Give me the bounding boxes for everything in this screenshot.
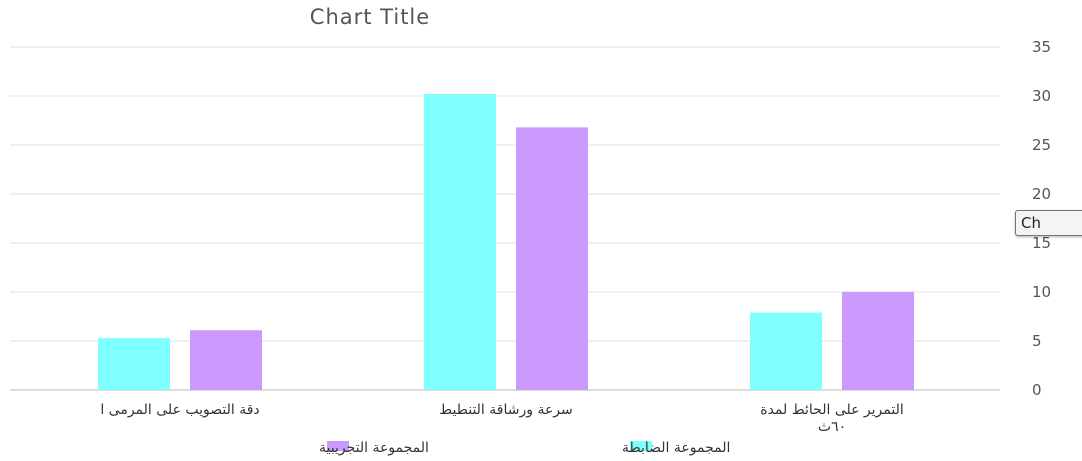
y-axis-ticks: 0 5 10 15 20 25 30 35 [1032, 38, 1051, 399]
bar-control-3[interactable] [750, 312, 822, 390]
tooltip-fragment: Ch [1015, 210, 1082, 236]
y-tick-label: 15 [1032, 234, 1051, 252]
x-axis-categories: دقة التصويب على المرمى ا سرعة ورشاقة التن… [100, 402, 903, 435]
y-tick-label: 10 [1032, 283, 1051, 301]
y-tick-label: 35 [1032, 38, 1051, 56]
legend-swatch [327, 441, 349, 451]
legend-swatch [630, 441, 652, 451]
bar-control-2[interactable] [424, 94, 496, 390]
x-category-label: التمرير على الحائط لمدة [760, 402, 904, 418]
legend-label: المجموعة التجريبية [319, 440, 429, 456]
bar-experimental-1[interactable] [190, 330, 262, 390]
bar-experimental-2[interactable] [516, 127, 588, 391]
x-category-label: سرعة ورشاقة التنطيط [439, 402, 573, 418]
bar-control-1[interactable] [98, 338, 170, 390]
chart-title: Chart Title [310, 5, 430, 29]
y-tick-label: 5 [1032, 332, 1042, 350]
legend: المجموعة الضابطة المجموعة التجريبية [319, 440, 730, 456]
y-tick-label: 0 [1032, 381, 1042, 399]
x-category-label: دقة التصويب على المرمى ا [100, 402, 259, 418]
bar-experimental-3[interactable] [842, 292, 914, 390]
legend-label: المجموعة الضابطة [622, 440, 730, 456]
y-tick-label: 30 [1032, 87, 1051, 105]
gridlines [10, 46, 1000, 391]
y-tick-label: 20 [1032, 185, 1051, 203]
y-tick-label: 25 [1032, 136, 1051, 154]
x-category-label: ٦٠ث [818, 419, 846, 435]
bars [98, 94, 914, 391]
